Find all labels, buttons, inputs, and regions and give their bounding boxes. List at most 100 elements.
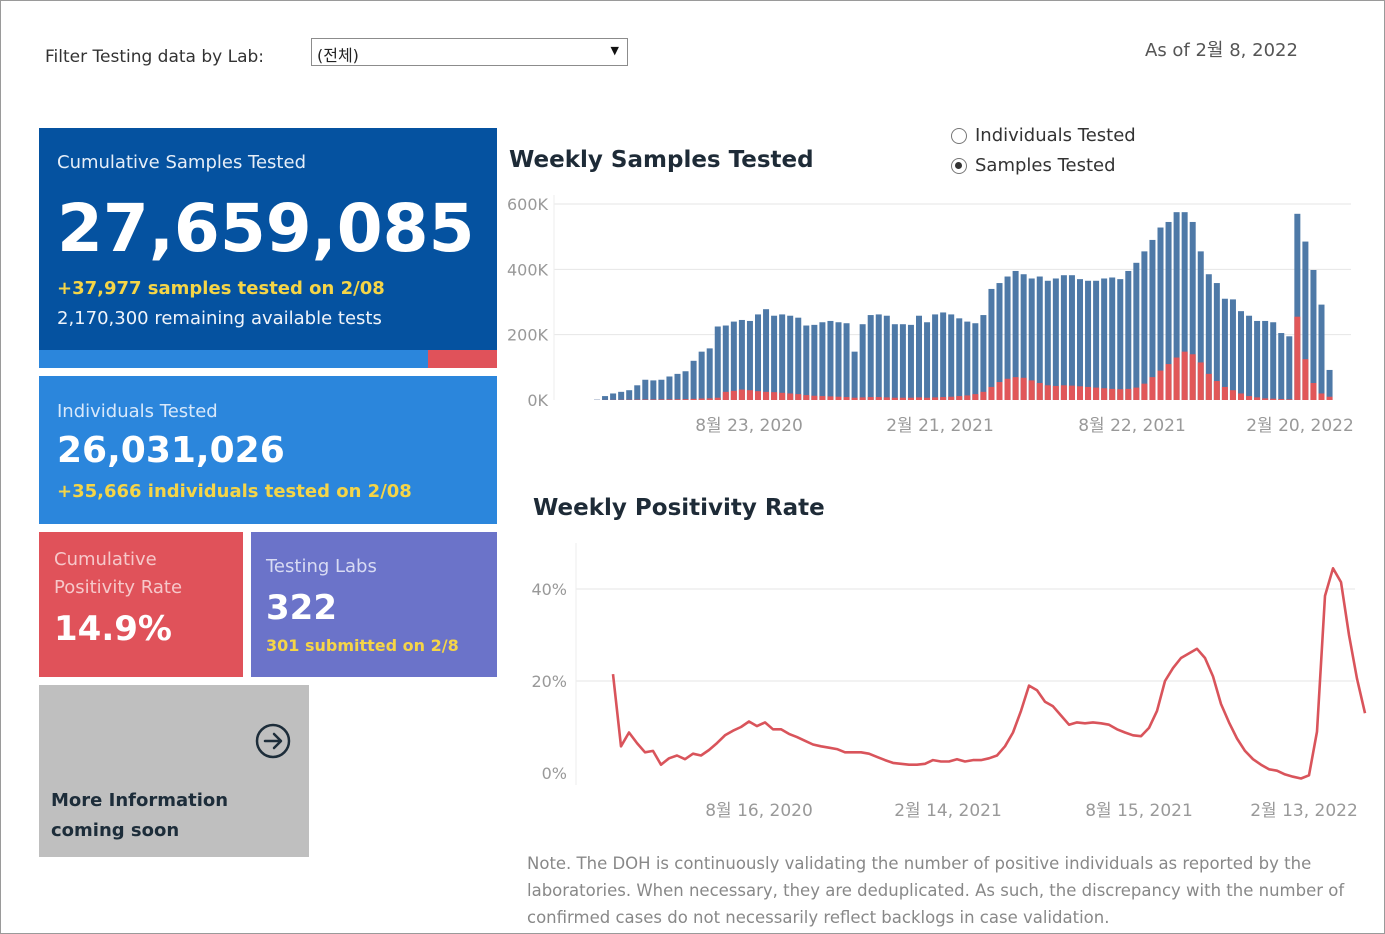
positive-bar[interactable]	[1157, 370, 1164, 400]
samples-bar[interactable]	[666, 376, 673, 400]
positive-bar[interactable]	[1238, 393, 1244, 400]
samples-bar[interactable]	[932, 314, 939, 400]
samples-bar[interactable]	[1077, 279, 1083, 400]
positive-bar[interactable]	[811, 395, 818, 400]
samples-bar[interactable]	[682, 371, 689, 400]
positive-bar[interactable]	[755, 391, 761, 400]
samples-bar[interactable]	[658, 379, 665, 400]
samples-bar[interactable]	[1294, 213, 1301, 400]
samples-bar[interactable]	[634, 385, 641, 400]
positive-bar[interactable]	[666, 399, 673, 400]
positive-bar[interactable]	[1093, 387, 1100, 400]
samples-bar[interactable]	[1310, 269, 1317, 400]
positive-bar[interactable]	[714, 397, 721, 400]
positive-bar[interactable]	[771, 392, 778, 400]
samples-bar[interactable]	[875, 314, 882, 400]
samples-bar[interactable]	[722, 325, 729, 400]
samples-bar[interactable]	[795, 317, 802, 400]
samples-bar[interactable]	[738, 319, 745, 400]
positive-bar[interactable]	[916, 397, 922, 400]
positive-bar[interactable]	[1205, 373, 1212, 400]
samples-bar[interactable]	[698, 351, 705, 400]
positive-bar[interactable]	[1125, 388, 1132, 400]
samples-bar[interactable]	[1157, 227, 1164, 400]
positive-bar[interactable]	[787, 393, 794, 400]
samples-bar[interactable]	[771, 315, 778, 400]
positive-bar[interactable]	[1085, 386, 1092, 400]
toggle-individuals[interactable]: Individuals Tested	[951, 125, 1136, 146]
positive-bar[interactable]	[1028, 380, 1035, 400]
samples-bar[interactable]	[1125, 270, 1132, 400]
samples-bar[interactable]	[1036, 276, 1043, 400]
positive-bar[interactable]	[988, 386, 995, 400]
toggle-samples[interactable]: Samples Tested	[951, 155, 1116, 176]
samples-bar[interactable]	[916, 315, 922, 400]
positive-bar[interactable]	[803, 395, 810, 400]
positive-bar[interactable]	[1149, 377, 1156, 400]
positive-bar[interactable]	[1302, 359, 1309, 400]
samples-bar[interactable]	[779, 314, 786, 400]
positive-bar[interactable]	[907, 397, 914, 400]
samples-bar[interactable]	[1044, 280, 1051, 400]
samples-bar[interactable]	[1004, 276, 1011, 400]
positive-bar[interactable]	[1262, 398, 1269, 400]
samples-bar[interactable]	[1028, 278, 1035, 400]
positivity-line[interactable]	[611, 566, 1367, 780]
samples-bar[interactable]	[1262, 320, 1269, 400]
positive-bar[interactable]	[972, 394, 979, 400]
positive-bar[interactable]	[867, 397, 874, 400]
samples-bar[interactable]	[1109, 277, 1116, 401]
positive-bar[interactable]	[1286, 399, 1293, 400]
positive-bar[interactable]	[1181, 351, 1188, 400]
positive-bar[interactable]	[964, 395, 971, 400]
positive-bar[interactable]	[899, 397, 906, 400]
samples-bar[interactable]	[1085, 280, 1092, 400]
samples-bar[interactable]	[1020, 274, 1027, 400]
positive-bar[interactable]	[682, 399, 689, 400]
samples-bar[interactable]	[803, 325, 810, 400]
samples-bar[interactable]	[1012, 270, 1019, 400]
positive-bar[interactable]	[875, 397, 882, 400]
samples-bar[interactable]	[1093, 280, 1100, 400]
positive-bar[interactable]	[1318, 393, 1325, 400]
samples-bar[interactable]	[907, 324, 914, 400]
samples-bar[interactable]	[843, 323, 850, 400]
positive-bar[interactable]	[1197, 362, 1204, 400]
samples-bar[interactable]	[859, 324, 866, 400]
samples-bar[interactable]	[1205, 274, 1212, 400]
samples-bar[interactable]	[610, 393, 617, 400]
positive-bar[interactable]	[819, 396, 826, 400]
positive-bar[interactable]	[1036, 383, 1043, 400]
samples-bar[interactable]	[755, 314, 761, 400]
samples-bar[interactable]	[1149, 239, 1156, 400]
positive-bar[interactable]	[1060, 385, 1067, 400]
samples-bar[interactable]	[1197, 251, 1204, 400]
positive-bar[interactable]	[722, 391, 729, 400]
samples-bar[interactable]	[602, 396, 609, 400]
positive-bar[interactable]	[746, 390, 753, 400]
more-information-card[interactable]: More Information coming soon	[39, 685, 309, 857]
arrow-right-circle-icon[interactable]	[255, 723, 291, 759]
samples-bar[interactable]	[1286, 336, 1293, 400]
samples-bar[interactable]	[899, 324, 906, 400]
positive-bar[interactable]	[851, 397, 858, 400]
samples-bar[interactable]	[1302, 241, 1309, 400]
positive-bar[interactable]	[1068, 385, 1075, 400]
lab-filter-select[interactable]: (전체) ▼	[311, 38, 628, 66]
positive-bar[interactable]	[980, 391, 987, 400]
samples-bar[interactable]	[763, 309, 770, 400]
samples-bar[interactable]	[835, 322, 842, 400]
samples-bar[interactable]	[674, 373, 681, 400]
samples-bar[interactable]	[706, 348, 713, 400]
positive-bar[interactable]	[658, 399, 665, 400]
samples-bar[interactable]	[827, 320, 834, 400]
positive-bar[interactable]	[996, 382, 1003, 400]
samples-bar[interactable]	[787, 315, 794, 400]
positive-bar[interactable]	[763, 391, 770, 400]
positive-bar[interactable]	[698, 398, 705, 400]
positive-bar[interactable]	[956, 396, 963, 400]
positive-bar[interactable]	[1173, 357, 1180, 400]
samples-bar[interactable]	[730, 321, 737, 400]
samples-bar[interactable]	[988, 288, 995, 400]
positive-bar[interactable]	[891, 397, 898, 400]
